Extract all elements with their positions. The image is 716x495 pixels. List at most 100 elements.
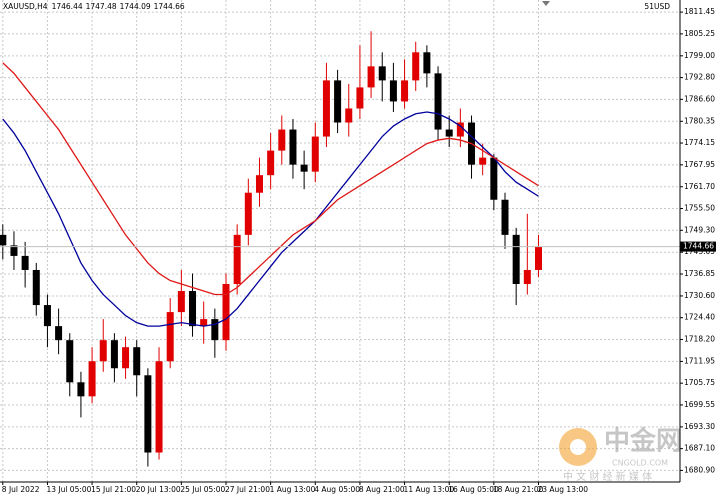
- y-tick-label: 1687.10: [684, 444, 715, 453]
- candle-body: [512, 234, 520, 285]
- y-tick-label: 1811.45: [684, 7, 715, 16]
- x-tick-label: 20 Jul 13:00: [136, 485, 181, 494]
- candle-body: [0, 234, 7, 246]
- candle-body: [189, 291, 197, 327]
- candle-body: [389, 80, 397, 102]
- candle-body: [367, 66, 375, 88]
- candle-body: [133, 347, 141, 376]
- candle-body: [289, 129, 297, 165]
- candle-body: [144, 375, 152, 453]
- candle-body: [200, 319, 208, 327]
- candle-body: [523, 269, 531, 285]
- header-low: 1744.09: [120, 2, 151, 11]
- candle-body: [66, 340, 74, 383]
- candle-body: [222, 284, 230, 341]
- candle-body: [77, 382, 85, 397]
- y-tick-label: 1786.60: [684, 94, 715, 103]
- watermark-site: CNGOLD.COM: [612, 459, 668, 468]
- x-tick-label: 13 Jul 05:00: [46, 485, 91, 494]
- y-tick-label: 1680.90: [684, 465, 715, 474]
- candle-body: [43, 305, 51, 327]
- y-tick-label: 1699.55: [684, 400, 715, 409]
- candle-body: [378, 66, 386, 81]
- candle-body: [401, 80, 409, 102]
- candle-body: [255, 175, 263, 193]
- x-tick-label: 16 Aug 05:00: [448, 485, 499, 494]
- candle-body: [177, 291, 185, 313]
- plot: [0, 31, 680, 467]
- candle-body: [155, 361, 163, 453]
- candle-body: [456, 122, 464, 137]
- candle-body: [166, 312, 174, 362]
- y-tick-label: 1711.95: [684, 356, 715, 365]
- watermark-logo-inner: [570, 439, 586, 455]
- candle-body: [534, 246, 542, 270]
- x-tick-label: 1 Aug 13:00: [270, 485, 316, 494]
- candle-body: [55, 326, 63, 341]
- candle-body: [479, 157, 487, 165]
- candle-body: [322, 80, 330, 137]
- account-label: 51USD: [644, 2, 670, 11]
- y-tick-label: 1767.95: [684, 160, 715, 169]
- last-price-box: [680, 241, 716, 252]
- candle-body: [211, 319, 219, 341]
- y-tick-label: 1736.85: [684, 269, 715, 278]
- x-tick-label: 23 Aug 13:00: [537, 485, 588, 494]
- y-tick-label: 1805.25: [684, 29, 715, 38]
- candle-body: [110, 340, 118, 369]
- y-tick-label: 1774.15: [684, 138, 715, 147]
- moving-average: [2, 62, 539, 296]
- y-tick-label: 1743.05: [684, 247, 715, 256]
- y-tick-label: 1799.00: [684, 51, 715, 60]
- candle-body: [122, 347, 130, 369]
- header-high: 1747.48: [86, 2, 117, 11]
- candle-body: [267, 150, 275, 176]
- y-tick-label: 1724.40: [684, 313, 715, 322]
- x-tick-label: 8 Jul 2022: [2, 485, 40, 494]
- y-tick-label: 1730.60: [684, 291, 715, 300]
- candle-body: [10, 245, 18, 256]
- candle-body: [300, 164, 308, 172]
- x-tick-label: 27 Jul 21:00: [225, 485, 270, 494]
- y-tick-label: 1693.30: [684, 422, 715, 431]
- watermark-slogan: 中 文 财 经 新 媒 体: [563, 470, 652, 483]
- candle-body: [88, 361, 96, 397]
- candle-body: [423, 52, 431, 74]
- candle-body: [311, 136, 319, 172]
- x-tick-label: 25 Jul 05:00: [180, 485, 225, 494]
- header-close: 1744.66: [154, 2, 185, 11]
- moving-average: [2, 111, 539, 327]
- y-tick-label: 1705.75: [684, 378, 715, 387]
- y-tick-label: 1792.80: [684, 73, 715, 82]
- symbol: XAUUSD,H4: [3, 2, 48, 11]
- candle-body: [345, 108, 353, 123]
- x-tick-label: 4 Aug 05:00: [314, 485, 360, 494]
- candle-body: [445, 129, 453, 137]
- candle-body: [244, 192, 252, 235]
- y-tick-label: 1755.50: [684, 204, 715, 213]
- y-tick-label: 1718.20: [684, 334, 715, 343]
- candle-body: [356, 87, 364, 109]
- y-tick-label: 1749.30: [684, 225, 715, 234]
- candle-body: [334, 80, 342, 123]
- candle-body: [32, 269, 40, 306]
- y-tick-label: 1780.35: [684, 116, 715, 125]
- x-tick-label: 11 Aug 13:00: [404, 485, 455, 494]
- last-price-label: 1744.66: [683, 242, 714, 251]
- x-tick-label: 18 Aug 21:00: [493, 485, 544, 494]
- watermark: 中金网 CNGOLD.COM 中 文 财 经 新 媒 体: [559, 426, 682, 483]
- candle-body: [99, 340, 107, 362]
- x-tick-label: 15 Jul 21:00: [91, 485, 136, 494]
- header: XAUUSD,H4 1746.44 1747.48 1744.09 1744.66: [3, 2, 185, 11]
- candle-body: [501, 199, 509, 235]
- candle-body: [434, 73, 442, 130]
- candle-body: [233, 234, 241, 285]
- candle-body: [490, 157, 498, 200]
- candle-body: [412, 52, 420, 81]
- header-open: 1746.44: [52, 2, 83, 11]
- candle-body: [278, 129, 286, 151]
- y-tick-label: 1761.70: [684, 182, 715, 191]
- shift-marker: [542, 1, 550, 6]
